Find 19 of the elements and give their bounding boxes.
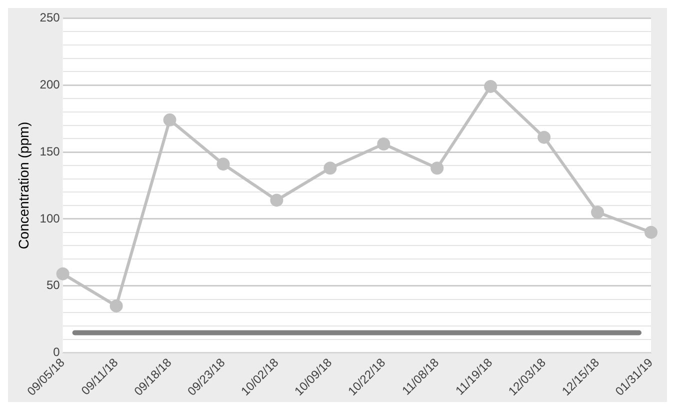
point — [538, 130, 551, 144]
point — [110, 299, 123, 312]
point — [644, 226, 658, 239]
y-tick-label: 100 — [40, 211, 60, 226]
y-tick-label: 150 — [40, 144, 60, 158]
point — [324, 162, 337, 175]
y-tick-label: 50 — [46, 278, 60, 292]
y-tick-label: 250 — [40, 10, 60, 25]
point — [377, 138, 390, 151]
y-tick-label: 200 — [40, 77, 60, 92]
y-axis-title: Concentration (ppm) — [15, 122, 32, 250]
point — [216, 158, 230, 171]
point — [270, 194, 284, 207]
point — [484, 80, 498, 93]
point — [430, 162, 444, 175]
point — [163, 113, 176, 126]
point — [591, 206, 604, 219]
point — [56, 267, 70, 280]
y-tick-label: 0 — [53, 345, 60, 360]
